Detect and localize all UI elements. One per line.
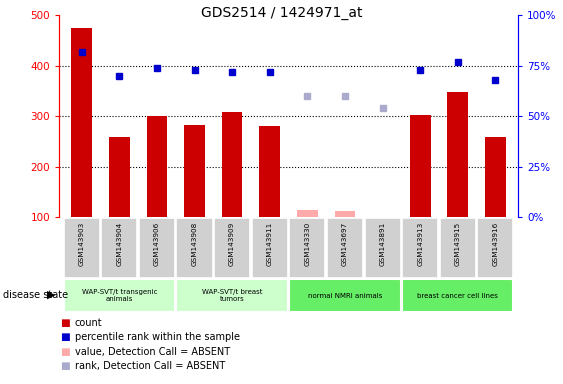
- Text: GSM143916: GSM143916: [493, 222, 498, 266]
- FancyBboxPatch shape: [477, 218, 513, 278]
- Text: disease state: disease state: [3, 290, 68, 300]
- FancyBboxPatch shape: [214, 218, 250, 278]
- Text: percentile rank within the sample: percentile rank within the sample: [75, 332, 240, 342]
- Text: ■: ■: [60, 347, 70, 357]
- Text: GSM143915: GSM143915: [455, 222, 461, 266]
- FancyBboxPatch shape: [402, 218, 438, 278]
- FancyBboxPatch shape: [176, 218, 213, 278]
- Text: GDS2514 / 1424971_at: GDS2514 / 1424971_at: [201, 6, 362, 20]
- Bar: [109, 137, 129, 217]
- FancyBboxPatch shape: [101, 218, 137, 278]
- Text: GSM143904: GSM143904: [117, 222, 122, 266]
- Bar: [297, 210, 318, 217]
- Text: GSM143911: GSM143911: [267, 222, 272, 266]
- Text: GSM143913: GSM143913: [417, 222, 423, 266]
- Bar: [184, 125, 205, 217]
- FancyBboxPatch shape: [440, 218, 476, 278]
- Bar: [260, 126, 280, 217]
- FancyBboxPatch shape: [289, 280, 401, 312]
- Text: value, Detection Call = ABSENT: value, Detection Call = ABSENT: [75, 347, 230, 357]
- Text: ■: ■: [60, 332, 70, 342]
- Bar: [146, 116, 167, 217]
- Text: GSM143906: GSM143906: [154, 222, 160, 266]
- FancyBboxPatch shape: [139, 218, 175, 278]
- Bar: [410, 115, 431, 217]
- Text: rank, Detection Call = ABSENT: rank, Detection Call = ABSENT: [75, 361, 225, 371]
- Text: WAP-SVT/t transgenic
animals: WAP-SVT/t transgenic animals: [82, 289, 157, 302]
- FancyBboxPatch shape: [176, 280, 288, 312]
- Text: GSM143909: GSM143909: [229, 222, 235, 266]
- Bar: [72, 28, 92, 217]
- Text: GSM143908: GSM143908: [191, 222, 198, 266]
- Text: count: count: [75, 318, 102, 328]
- Bar: [334, 211, 355, 217]
- Text: WAP-SVT/t breast
tumors: WAP-SVT/t breast tumors: [202, 289, 262, 302]
- Text: GSM143697: GSM143697: [342, 222, 348, 266]
- FancyBboxPatch shape: [64, 218, 100, 278]
- Bar: [448, 92, 468, 217]
- Bar: [222, 112, 243, 217]
- Text: GSM143903: GSM143903: [79, 222, 84, 266]
- FancyBboxPatch shape: [364, 218, 401, 278]
- Text: GSM143891: GSM143891: [379, 222, 386, 266]
- Text: GSM143330: GSM143330: [305, 222, 310, 266]
- FancyBboxPatch shape: [327, 218, 363, 278]
- Text: normal NMRI animals: normal NMRI animals: [308, 293, 382, 299]
- Text: ■: ■: [60, 318, 70, 328]
- FancyBboxPatch shape: [252, 218, 288, 278]
- Text: ▶: ▶: [47, 290, 55, 300]
- Bar: [485, 137, 506, 217]
- FancyBboxPatch shape: [64, 280, 175, 312]
- FancyBboxPatch shape: [402, 280, 513, 312]
- Text: breast cancer cell lines: breast cancer cell lines: [417, 293, 498, 299]
- FancyBboxPatch shape: [289, 218, 325, 278]
- Text: ■: ■: [60, 361, 70, 371]
